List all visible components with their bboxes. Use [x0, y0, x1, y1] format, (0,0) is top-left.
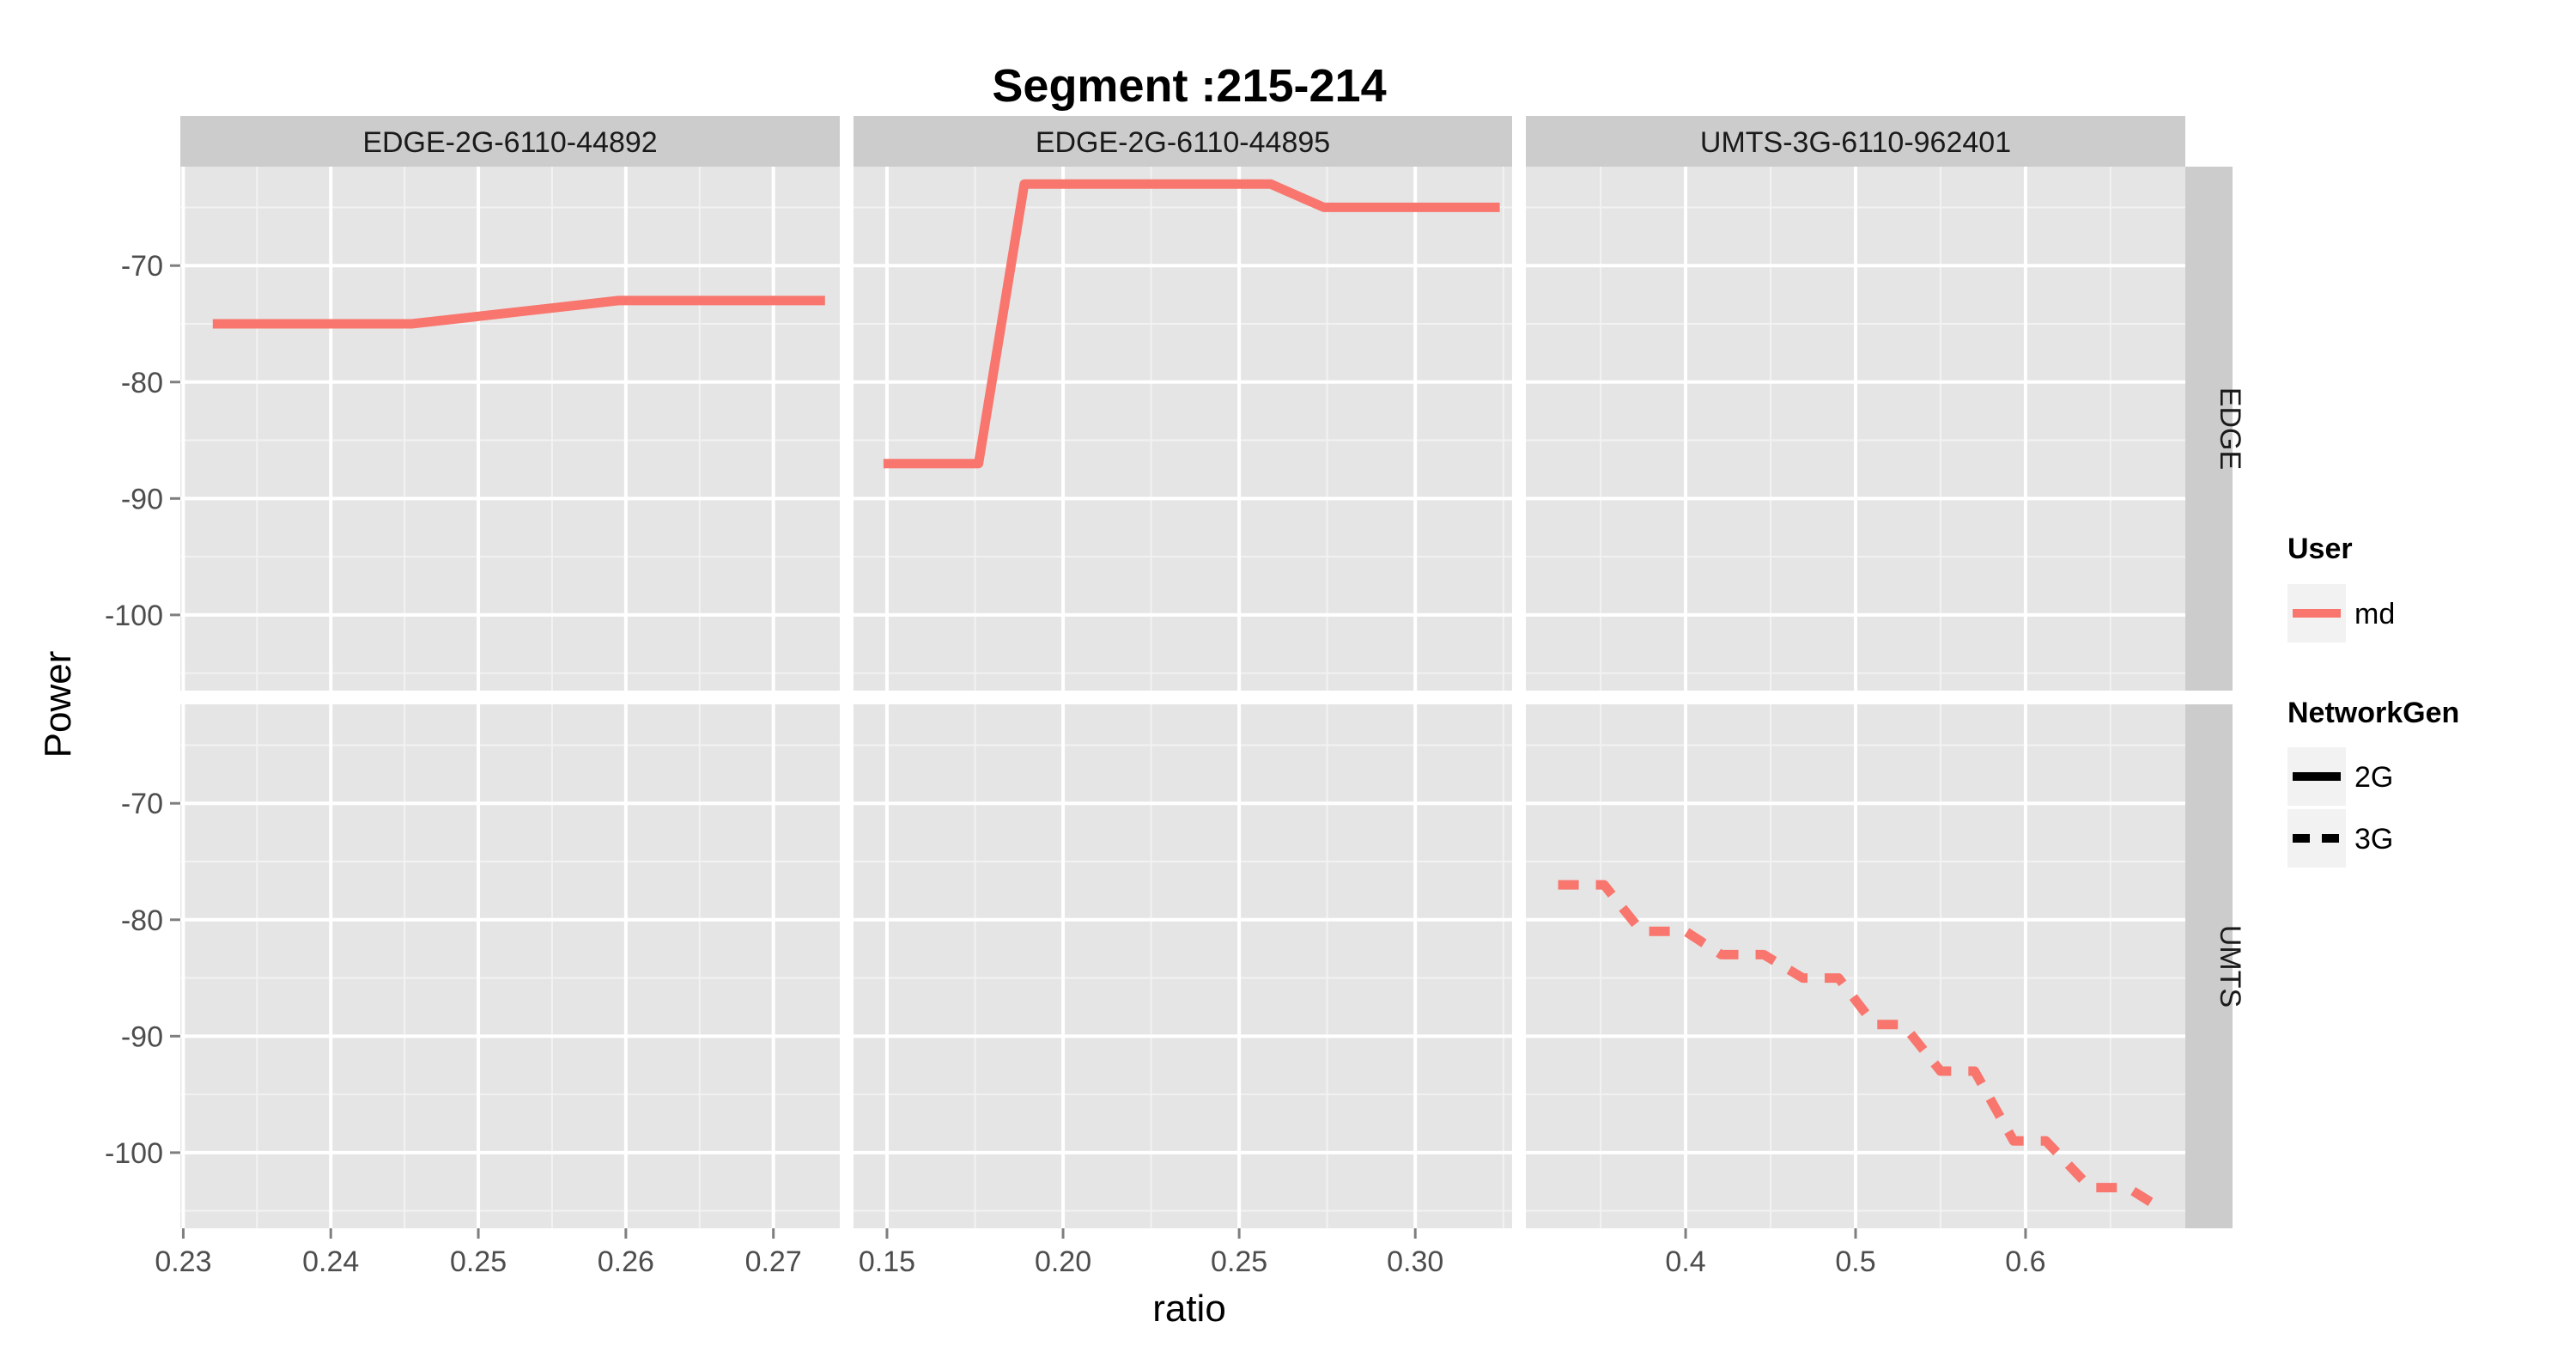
legend-user-title: User [2287, 533, 2353, 565]
y-axes: -70 -80 -90 -100 -70 -80 -90 -100 [105, 250, 180, 1170]
column-strip [854, 116, 1512, 167]
y-tick-label: -100 [105, 600, 163, 632]
x-tick-label: 0.4 [1665, 1245, 1705, 1278]
panel-background [854, 167, 1512, 691]
x-tick-label: 0.25 [450, 1245, 507, 1278]
panel-0-1 [854, 167, 1512, 691]
chart-title: Segment :215-214 [992, 60, 1386, 112]
panel-1-1 [854, 704, 1512, 1228]
legend-label-3g: 3G [2354, 823, 2393, 856]
panel-0-0 [180, 167, 840, 691]
x-tick-label: 0.15 [859, 1245, 915, 1278]
panel-0-2 [1526, 167, 2185, 691]
legend: User md NetworkGen 2G 3G [2287, 533, 2459, 868]
y-axis-title: Power [37, 651, 79, 758]
series-line-md-2G-0 [212, 295, 825, 329]
y-tick-label: -80 [121, 904, 163, 937]
x-tick-label: 0.25 [1211, 1245, 1267, 1278]
x-axis-title: ratio [1152, 1288, 1226, 1330]
legend-label-2g: 2G [2354, 761, 2393, 794]
y-tick-label: -100 [105, 1137, 163, 1170]
legend-label-md: md [2354, 598, 2395, 630]
x-tick-label: 0.20 [1035, 1245, 1091, 1278]
x-tick-label: 0.24 [302, 1245, 359, 1278]
column-strip-label: EDGE-2G-6110-44895 [1036, 126, 1330, 159]
x-tick-label: 0.26 [598, 1245, 654, 1278]
row-strip [2185, 704, 2233, 1228]
column-strip-label: EDGE-2G-6110-44892 [362, 126, 657, 159]
panel-background [180, 704, 840, 1228]
x-tick-label: 0.27 [745, 1245, 802, 1278]
x-tick-label: 0.5 [1835, 1245, 1875, 1278]
column-strip [180, 116, 840, 167]
y-tick-label: -80 [121, 367, 163, 399]
y-tick-label: -90 [121, 483, 163, 515]
y-tick-label: -90 [121, 1020, 163, 1053]
series-line-md-2G-1 [883, 179, 1500, 469]
x-axes: 0.23 0.24 0.25 0.26 0.27 0.15 0.20 0.25 0.30 0.4 0… [155, 1228, 2046, 1278]
row-strip-label: UMTS [2214, 925, 2246, 1008]
panel-1-2 [1526, 704, 2185, 1228]
legend-networkgen-title: NetworkGen [2287, 697, 2459, 729]
panel-grid [180, 167, 2185, 1228]
column-strip [1526, 116, 2185, 167]
column-strip-label: UMTS-3G-6110-962401 [1700, 126, 2011, 159]
x-tick-label: 0.30 [1387, 1245, 1443, 1278]
panel-background [180, 167, 840, 691]
row-strips: EDGE UMTS [2185, 167, 2246, 1228]
panel-1-0 [180, 704, 840, 1228]
column-strips: EDGE-2G-6110-44892 EDGE-2G-6110-44895 UMTS… [180, 116, 2185, 167]
y-tick-label: -70 [121, 788, 163, 820]
row-strip [2185, 167, 2233, 691]
y-tick-label: -70 [121, 250, 163, 283]
row-strip-label: EDGE [2214, 387, 2246, 470]
x-tick-label: 0.6 [2005, 1245, 2045, 1278]
panel-background [854, 704, 1512, 1228]
x-tick-label: 0.23 [155, 1245, 211, 1278]
